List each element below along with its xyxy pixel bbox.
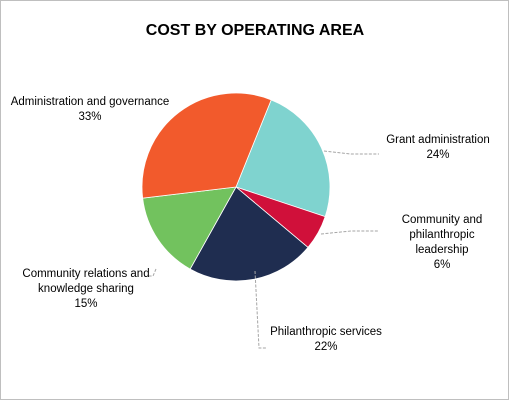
slice-label-line: leadership <box>415 244 468 256</box>
slice-percent-3: 15% <box>74 298 97 310</box>
slice-percent-1: 6% <box>434 259 451 271</box>
leader-lines <box>149 150 379 349</box>
leader-line-1 <box>320 230 379 235</box>
pie-slice-2 <box>189 186 309 282</box>
slice-label-1: Community and philanthropic leadership 6% <box>402 214 483 271</box>
slice-label-line: knowledge sharing <box>38 283 134 295</box>
slice-label-line: Community and <box>402 214 483 226</box>
slice-label-line: Grant administration <box>386 134 490 146</box>
leader-line-3 <box>149 268 157 277</box>
slice-label-0: Grant administration 24% <box>386 134 490 161</box>
slice-label-3: Community relations and knowledge sharing… <box>22 268 149 310</box>
leader-line-0 <box>323 150 379 155</box>
slice-label-4: Administration and governance 33% <box>11 96 170 123</box>
slice-percent-4: 33% <box>78 111 101 123</box>
slice-label-line: Administration and governance <box>11 96 170 108</box>
slice-percent-0: 24% <box>426 149 449 161</box>
slice-label-2: Philanthropic services 22% <box>270 326 382 353</box>
slice-percent-2: 22% <box>314 341 337 353</box>
pie-slice-4 <box>141 92 272 199</box>
chart-title: COST BY OPERATING AREA <box>146 22 365 39</box>
pie-slices <box>141 92 331 282</box>
slice-label-line: philanthropic <box>409 229 474 241</box>
slice-labels: Grant administration 24% Community and phil… <box>11 96 490 353</box>
pie-slice-3 <box>142 186 237 270</box>
leader-line-2 <box>254 270 266 349</box>
slice-label-line: Community relations and <box>22 268 149 280</box>
slice-label-line: Philanthropic services <box>270 326 382 338</box>
